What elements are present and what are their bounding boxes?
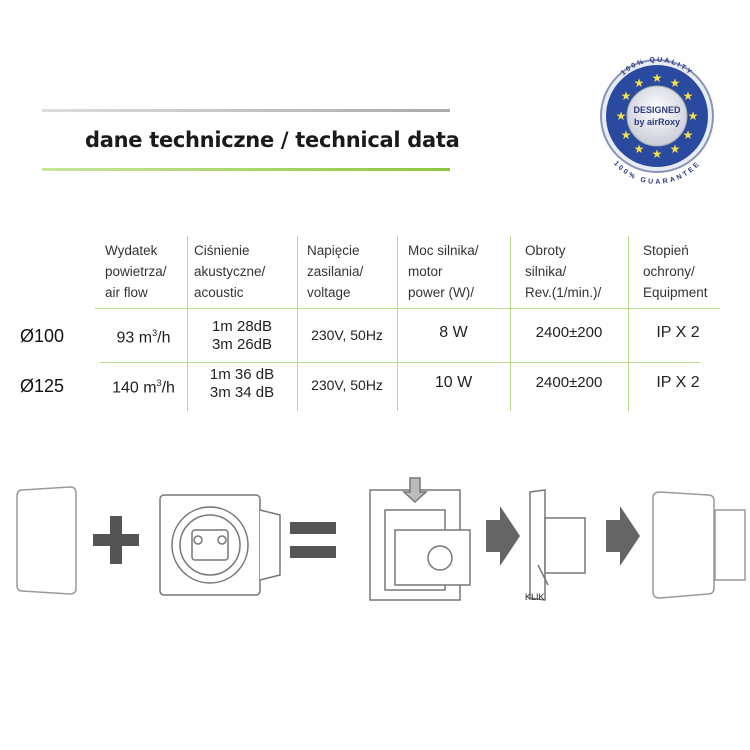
acoustic-cell: 1m 28dB 3m 26dB <box>211 318 273 353</box>
gray-divider <box>42 109 450 112</box>
column-divider <box>297 236 298 411</box>
header-acoustic: Ciśnienie akustyczne/acoustic <box>194 243 266 300</box>
airflow-cell: 140 m3/h <box>112 378 175 397</box>
header-voltage: Napięcie zasilania/voltage <box>307 243 364 300</box>
assembled-fan-illustration <box>652 491 746 599</box>
svg-text:★: ★ <box>688 109 699 123</box>
column-divider <box>628 236 629 411</box>
header-ip: Stopień ochrony/Equipment <box>643 243 708 300</box>
voltage-cell: 230V, 50Hz <box>311 327 383 343</box>
header-airflow: Wydatek powietrza/air flow <box>105 243 167 300</box>
quality-badge: ★ ★★★★★★★★★★★ DESIGNED by airRoxy 100% QU… <box>600 57 714 186</box>
klik-label: KLIK <box>525 592 545 602</box>
equals-icon <box>290 522 336 558</box>
ip-cell: IP X 2 <box>656 324 700 341</box>
header-power: Moc silnika/motor power (W)/ <box>408 243 479 300</box>
front-panel-illustration <box>16 486 77 595</box>
header-rev: Obroty silnika/Rev.(1/min.)/ <box>525 243 602 300</box>
voltage-cell: 230V, 50Hz <box>311 377 383 393</box>
row-label: Ø100 <box>20 326 65 346</box>
svg-text:★: ★ <box>683 89 694 103</box>
svg-text:★: ★ <box>621 89 632 103</box>
svg-text:★: ★ <box>634 76 645 90</box>
column-divider <box>187 236 188 411</box>
ip-cell: IP X 2 <box>656 374 700 391</box>
acoustic-cell: 1m 36 dB 3m 34 dB <box>209 366 275 401</box>
page-title: dane techniczne / technical data <box>85 128 460 152</box>
svg-text:★: ★ <box>652 71 663 85</box>
svg-text:★: ★ <box>621 128 632 142</box>
svg-text:★: ★ <box>652 147 663 161</box>
power-cell: 8 W <box>439 324 468 341</box>
row-divider <box>100 362 700 363</box>
svg-text:★: ★ <box>683 128 694 142</box>
svg-text:★: ★ <box>670 142 681 156</box>
arrow-right-icon <box>486 506 520 566</box>
svg-text:★: ★ <box>616 109 627 123</box>
row-divider <box>95 308 720 309</box>
side-view-illustration: KLIK <box>525 489 586 602</box>
power-cell: 10 W <box>434 374 473 391</box>
svg-text:★: ★ <box>634 142 645 156</box>
column-divider <box>397 236 398 411</box>
badge-line1: DESIGNED <box>633 105 681 115</box>
assembly-diagram: KLIK <box>16 477 746 602</box>
rev-cell: 2400±200 <box>535 324 603 341</box>
green-divider <box>42 168 450 171</box>
row-label: Ø125 <box>20 376 65 396</box>
svg-text:★: ★ <box>670 76 681 90</box>
fan-base-illustration <box>159 494 281 596</box>
plus-icon <box>93 516 139 564</box>
arrow-right-icon <box>606 506 640 566</box>
rev-cell: 2400±200 <box>535 374 603 391</box>
column-divider <box>510 236 511 411</box>
airflow-cell: 93 m3/h <box>116 328 171 347</box>
badge-line2: by airRoxy <box>634 117 680 127</box>
installation-illustration <box>369 477 471 601</box>
